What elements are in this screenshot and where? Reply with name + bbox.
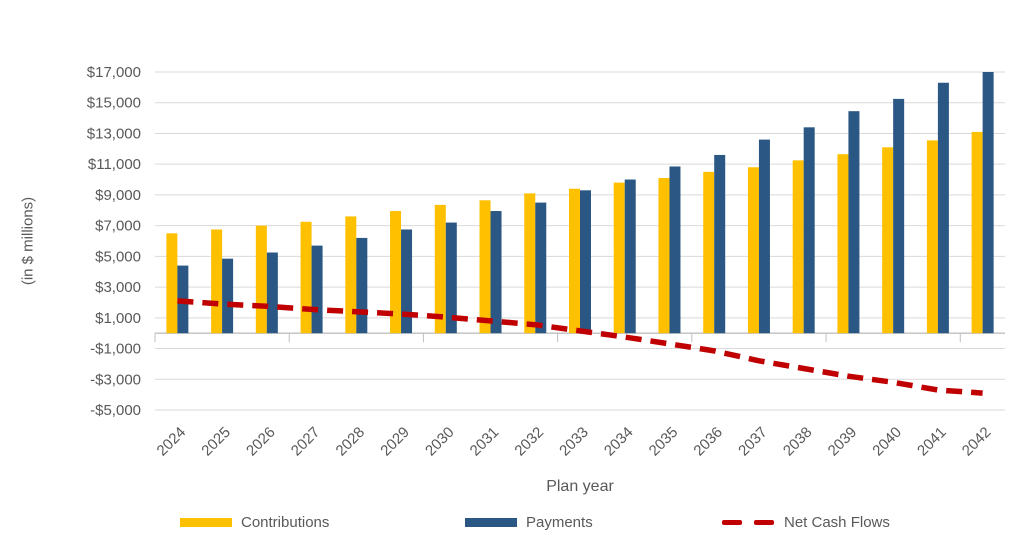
x-axis-tick-label-2027: 2027 — [288, 424, 324, 460]
legend-label-net-cash-flows: Net Cash Flows — [784, 513, 890, 531]
x-axis-tick-label-2033: 2033 — [556, 424, 592, 460]
x-axis-tick-label-2041: 2041 — [914, 424, 950, 460]
y-axis-title: (in $ millions) — [19, 196, 37, 286]
bar-contributions-2028 — [345, 216, 357, 334]
x-axis-tick-label-2038: 2038 — [780, 424, 816, 460]
bar-payments-2032 — [535, 202, 547, 334]
bar-contributions-2026 — [255, 225, 267, 334]
x-axis-tick-label-2036: 2036 — [690, 424, 726, 460]
y-axis-tick-label: -$3,000 — [90, 371, 141, 388]
x-axis-title: Plan year — [546, 478, 614, 495]
bar-payments-2028 — [356, 237, 368, 334]
bar-payments-2034 — [624, 179, 636, 334]
bar-payments-2035 — [669, 166, 681, 334]
bar-payments-2030 — [445, 222, 457, 334]
y-axis-tick-label: $5,000 — [95, 248, 141, 265]
bar-payments-2027 — [311, 245, 323, 334]
bar-payments-2029 — [401, 229, 413, 334]
bar-contributions-2041 — [926, 140, 938, 334]
bar-contributions-2029 — [390, 211, 402, 334]
y-axis-tick-label: $1,000 — [95, 310, 141, 327]
legend: Contributions Payments Net Cash Flows — [0, 509, 1024, 531]
bar-payments-2041 — [937, 82, 949, 334]
bar-contributions-2024 — [166, 233, 178, 334]
x-axis-tick-label-2028: 2028 — [333, 424, 369, 460]
y-axis-tick-label: $11,000 — [88, 156, 141, 173]
bar-contributions-2035 — [658, 178, 670, 334]
bar-payments-2038 — [803, 127, 815, 334]
legend-label-payments: Payments — [526, 513, 593, 531]
bar-contributions-2030 — [434, 204, 446, 334]
x-axis-tick-label-2025: 2025 — [198, 424, 234, 460]
y-axis-tick-label: $13,000 — [87, 125, 141, 142]
x-axis-tick-label-2037: 2037 — [735, 424, 771, 460]
bar-payments-2031 — [490, 211, 502, 334]
bar-contributions-2027 — [300, 221, 312, 334]
bar-contributions-2032 — [524, 193, 536, 334]
legend-item-net-cash-flows: Net Cash Flows — [722, 512, 890, 532]
x-axis-tick-label-2029: 2029 — [377, 424, 413, 460]
y-axis-tick-label: -$5,000 — [90, 402, 141, 419]
bar-contributions-2036 — [703, 171, 715, 334]
x-axis-tick-label-2032: 2032 — [511, 424, 547, 460]
bar-contributions-2025 — [211, 229, 223, 334]
legend-item-payments: Payments — [465, 512, 593, 532]
bar-contributions-2033 — [569, 188, 580, 334]
x-axis-tick-label-2039: 2039 — [825, 424, 861, 460]
bar-payments-2026 — [266, 252, 278, 334]
dash-segment — [754, 519, 774, 525]
x-axis-tick-label-2040: 2040 — [869, 424, 905, 460]
bar-contributions-2038 — [792, 160, 804, 334]
y-axis-tick-label: $17,000 — [87, 64, 141, 81]
bar-contributions-2037 — [747, 167, 759, 334]
dash-segment — [722, 519, 742, 525]
x-axis-tick-label-2031: 2031 — [467, 424, 503, 460]
bar-payments-2036 — [714, 154, 726, 334]
legend-label-contributions: Contributions — [241, 513, 330, 531]
bar-contributions-2039 — [837, 154, 849, 334]
x-axis-tick-label-2035: 2035 — [646, 424, 682, 460]
bar-payments-2042 — [982, 72, 994, 334]
contributions-swatch-icon — [180, 517, 232, 527]
bar-contributions-2031 — [479, 200, 491, 334]
y-axis-tick-label: $9,000 — [95, 187, 141, 204]
net-cash-flows-line — [177, 298, 983, 396]
legend-item-contributions: Contributions — [180, 512, 329, 532]
x-axis-tick-label-2030: 2030 — [422, 424, 458, 460]
y-axis-tick-label: -$1,000 — [90, 341, 141, 358]
bar-contributions-2040 — [882, 147, 894, 334]
bar-contributions-2042 — [971, 131, 983, 334]
x-axis-tick-label-2024: 2024 — [154, 424, 190, 460]
bar-payments-2033 — [580, 190, 591, 334]
y-axis-tick-label: $7,000 — [95, 218, 141, 235]
y-axis-tick-label: $15,000 — [87, 95, 141, 112]
x-axis-tick-label-2042: 2042 — [959, 424, 995, 460]
bar-payments-2037 — [758, 139, 770, 334]
payments-swatch-icon — [465, 517, 517, 527]
bar-payments-2039 — [848, 111, 860, 334]
x-axis-tick-label-2026: 2026 — [243, 424, 279, 460]
y-axis-tick-label: $3,000 — [95, 279, 141, 296]
bar-payments-2025 — [222, 258, 234, 334]
bar-contributions-2034 — [613, 182, 625, 334]
x-axis-tick-label-2034: 2034 — [601, 424, 637, 460]
net-cash-flows-dash-icon — [722, 519, 774, 525]
bar-payments-2040 — [893, 98, 905, 334]
